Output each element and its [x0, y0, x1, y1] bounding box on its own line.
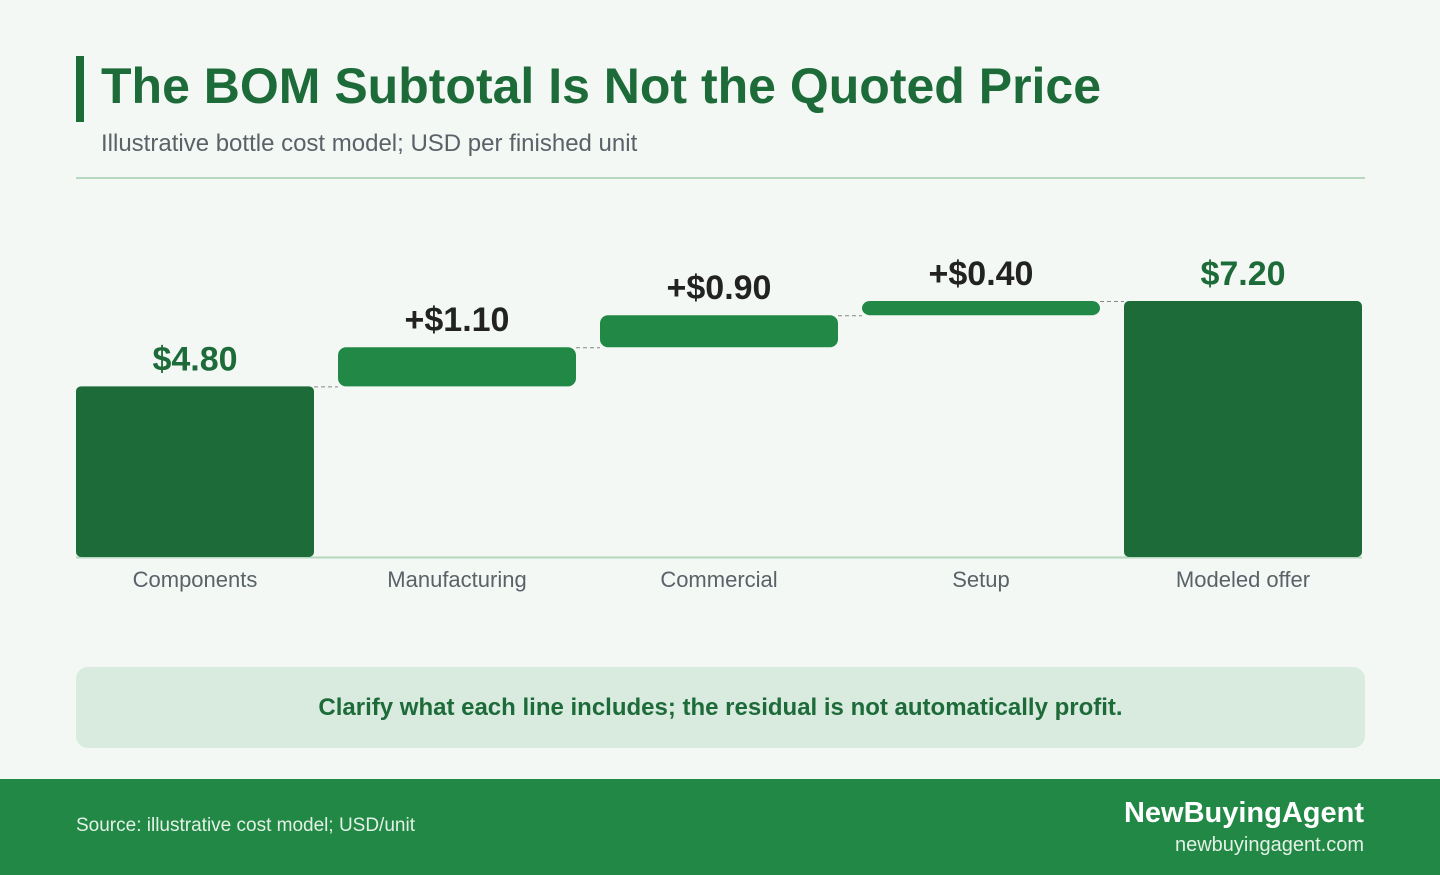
category-label: Components	[133, 567, 258, 592]
category-label: Setup	[952, 567, 1010, 592]
callout-text: Clarify what each line includes; the res…	[318, 693, 1123, 721]
bar-setup	[862, 301, 1100, 316]
data-label: $4.80	[152, 340, 237, 378]
bar-modeled-offer	[1124, 301, 1362, 557]
data-label: +$0.90	[667, 269, 772, 307]
callout-box: Clarify what each line includes; the res…	[76, 667, 1365, 748]
header-divider	[76, 177, 1365, 179]
page-title: The BOM Subtotal Is Not the Quoted Price	[101, 58, 1102, 114]
brand-name: NewBuyingAgent	[1123, 797, 1364, 829]
brand-url: newbuyingagent.com	[1174, 834, 1364, 856]
page-subtitle: Illustrative bottle cost model; USD per …	[101, 130, 638, 157]
bar-commercial	[600, 315, 838, 348]
category-label: Manufacturing	[387, 567, 526, 592]
data-label: $7.20	[1200, 255, 1285, 293]
bar-components	[76, 386, 314, 557]
footer-band	[0, 779, 1440, 875]
category-label: Commercial	[660, 567, 777, 592]
bar-manufacturing	[338, 347, 576, 387]
source-note: Source: illustrative cost model; USD/uni…	[76, 815, 415, 836]
category-label: Modeled offer	[1176, 567, 1310, 592]
data-label: +$0.40	[929, 255, 1034, 293]
data-label: +$1.10	[405, 301, 510, 339]
waterfall-chart: $4.80 Components +$1.10 Manufacturing +$0.90…	[76, 255, 1362, 592]
title-accent-bar	[76, 56, 84, 122]
